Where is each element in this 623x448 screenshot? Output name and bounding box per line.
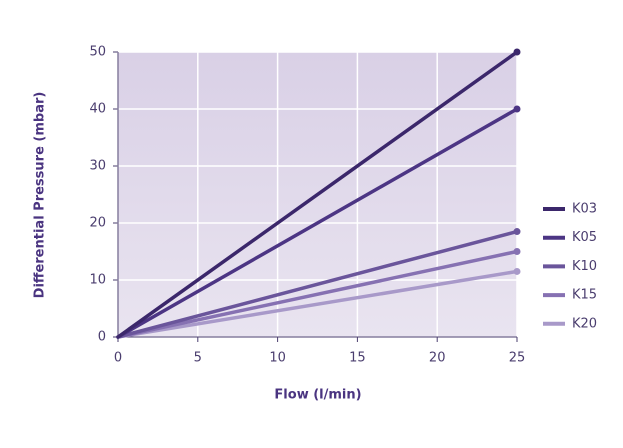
legend-label: K15: [572, 288, 597, 303]
y-axis-title: Differential Pressure (mbar): [33, 92, 48, 299]
end-point: [513, 267, 521, 275]
end-point: [513, 228, 521, 236]
series-line: [116, 249, 519, 339]
series-line: [116, 107, 519, 339]
x-tick-label: 10: [269, 351, 286, 366]
y-tick-label: 40: [89, 102, 106, 117]
y-tick-label: 10: [89, 273, 106, 288]
series-line: [116, 229, 519, 339]
series-line: [116, 269, 519, 339]
x-tick-label: 5: [194, 351, 202, 366]
legend-label: K20: [572, 316, 597, 331]
end-point: [513, 105, 521, 113]
legend-label: K03: [572, 202, 597, 217]
x-axis-title: Flow (l/min): [274, 388, 361, 403]
x-tick-label: 20: [429, 351, 446, 366]
end-point: [513, 248, 521, 255]
legend-label: K05: [572, 230, 597, 245]
x-tick-label: 15: [349, 351, 366, 366]
y-tick-label: 20: [89, 216, 106, 231]
legend-label: K10: [572, 259, 597, 274]
x-tick-label: 0: [114, 351, 122, 366]
end-point: [513, 48, 521, 56]
x-tick-label: 25: [509, 351, 526, 366]
series-line: [116, 50, 519, 339]
y-tick-label: 30: [89, 159, 106, 174]
y-tick-label: 50: [89, 45, 106, 60]
y-tick-label: 0: [98, 330, 106, 345]
